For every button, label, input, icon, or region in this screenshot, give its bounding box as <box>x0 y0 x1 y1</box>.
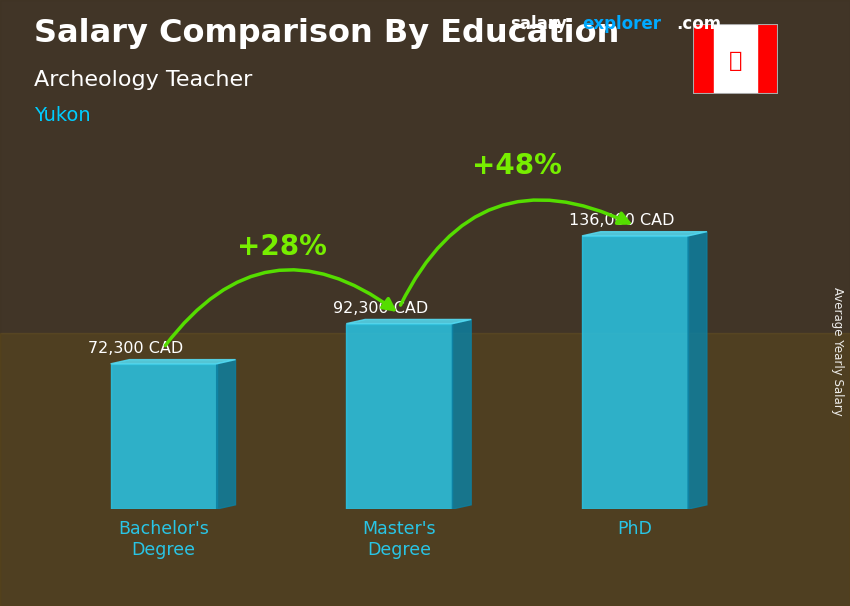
Text: 72,300 CAD: 72,300 CAD <box>88 341 184 356</box>
Text: +48%: +48% <box>473 152 562 179</box>
Polygon shape <box>582 231 707 236</box>
Text: Average Yearly Salary: Average Yearly Salary <box>830 287 844 416</box>
Text: 🍁: 🍁 <box>728 51 742 71</box>
Polygon shape <box>110 359 235 364</box>
Text: explorer: explorer <box>582 15 661 33</box>
Polygon shape <box>452 319 471 509</box>
Text: +28%: +28% <box>236 233 326 261</box>
Text: salary: salary <box>510 15 567 33</box>
Polygon shape <box>110 364 217 509</box>
Text: .com: .com <box>676 15 721 33</box>
Polygon shape <box>346 324 452 509</box>
Polygon shape <box>582 236 688 509</box>
Polygon shape <box>346 319 471 324</box>
Text: Salary Comparison By Education: Salary Comparison By Education <box>34 18 620 49</box>
Polygon shape <box>217 359 235 509</box>
Text: 136,000 CAD: 136,000 CAD <box>569 213 675 228</box>
Polygon shape <box>688 231 707 509</box>
Bar <box>714 24 756 94</box>
Bar <box>756 24 778 94</box>
Text: Archeology Teacher: Archeology Teacher <box>34 70 252 90</box>
Bar <box>693 24 714 94</box>
Text: Yukon: Yukon <box>34 106 91 125</box>
Text: 92,300 CAD: 92,300 CAD <box>333 301 428 316</box>
